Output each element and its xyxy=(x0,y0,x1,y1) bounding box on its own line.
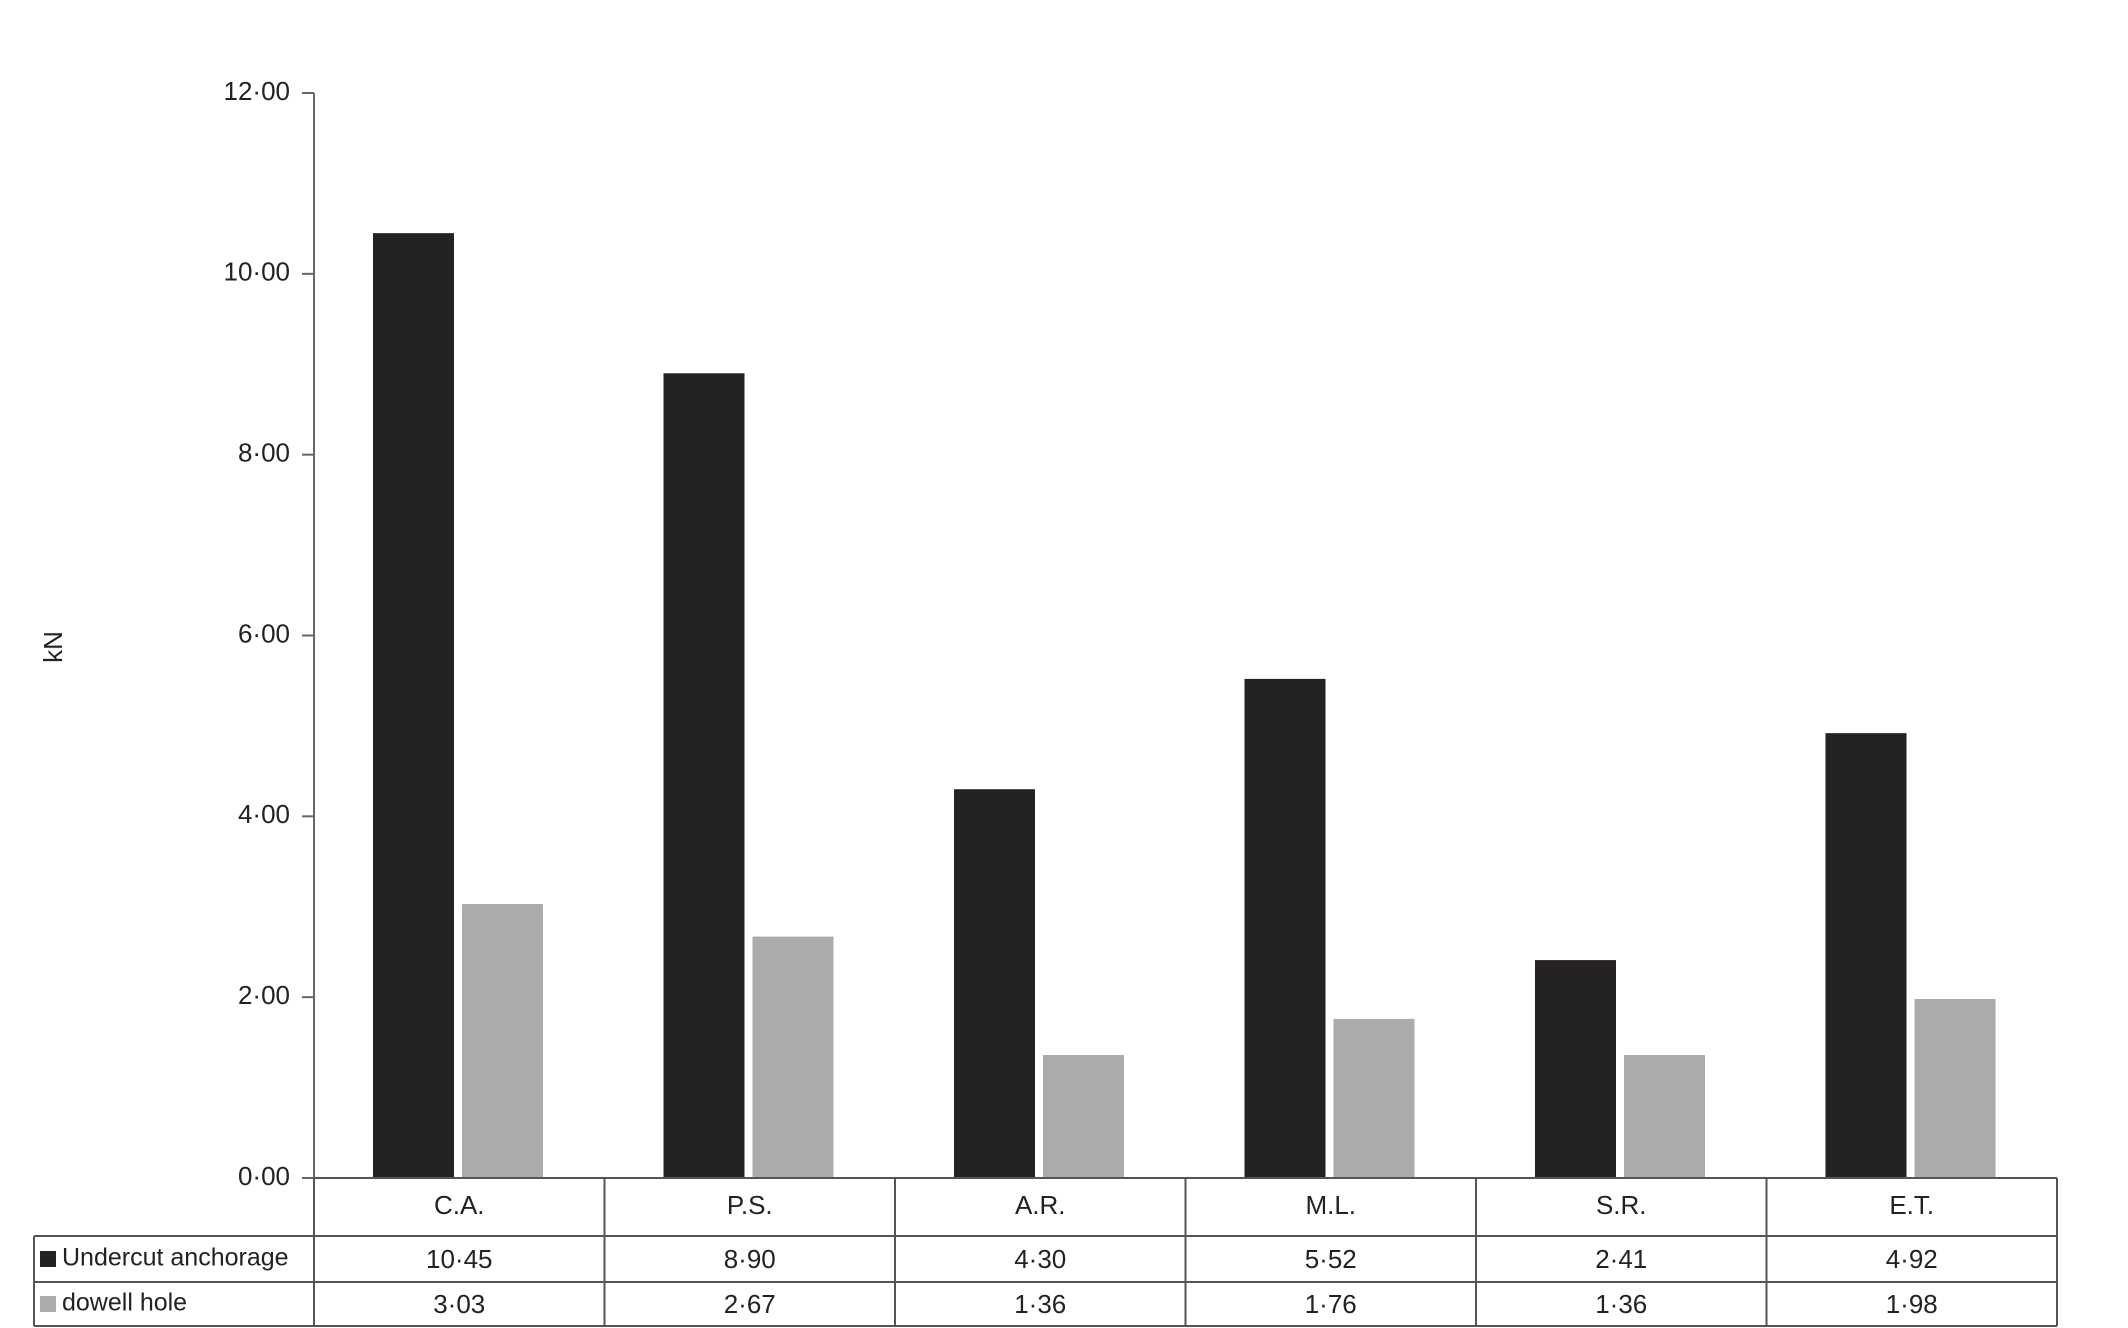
value-label: 8·90 xyxy=(724,1244,776,1274)
y-tick-label: 10·00 xyxy=(224,257,291,287)
x-tick-label: S.R. xyxy=(1596,1190,1647,1220)
bar xyxy=(373,233,454,1179)
value-label: 1·76 xyxy=(1305,1289,1357,1319)
value-label: 4·30 xyxy=(1014,1244,1066,1274)
y-tick-label: 8·00 xyxy=(238,438,290,468)
bar xyxy=(1535,960,1616,1178)
bar xyxy=(1624,1055,1705,1178)
bar xyxy=(752,936,834,1178)
legend-swatch xyxy=(40,1251,56,1267)
bar xyxy=(462,904,543,1178)
bar xyxy=(663,373,745,1179)
bar xyxy=(1043,1055,1124,1178)
y-tick-label: 2·00 xyxy=(238,980,290,1010)
y-tick-label: 0·00 xyxy=(238,1161,290,1191)
x-tick-label: E.T. xyxy=(1889,1190,1934,1220)
y-tick-label: 4·00 xyxy=(238,799,290,829)
bar xyxy=(1825,733,1907,1178)
value-label: 1·36 xyxy=(1595,1289,1647,1319)
x-tick-label: C.A. xyxy=(434,1190,485,1220)
legend-label: dowell hole xyxy=(62,1289,187,1317)
legend-label: Undercut anchorage xyxy=(62,1244,289,1272)
value-label: 2·41 xyxy=(1595,1244,1647,1274)
y-axis-label: kN xyxy=(38,631,68,663)
value-label: 10·45 xyxy=(426,1244,493,1274)
value-label: 1·98 xyxy=(1886,1289,1938,1319)
value-label: 4·92 xyxy=(1886,1244,1938,1274)
bar xyxy=(1333,1018,1415,1178)
value-label: 1·36 xyxy=(1014,1289,1066,1319)
x-tick-label: M.L. xyxy=(1305,1190,1356,1220)
y-tick-label: 6·00 xyxy=(238,618,290,648)
bar xyxy=(1914,998,1996,1178)
x-tick-label: P.S. xyxy=(727,1190,773,1220)
value-label: 2·67 xyxy=(724,1289,776,1319)
y-tick-label: 12·00 xyxy=(224,76,291,106)
bar xyxy=(1244,678,1326,1178)
x-tick-label: A.R. xyxy=(1015,1190,1066,1220)
legend-swatch xyxy=(40,1296,56,1312)
bar xyxy=(954,789,1035,1178)
value-label: 5·52 xyxy=(1305,1244,1357,1274)
value-label: 3·03 xyxy=(433,1289,485,1319)
